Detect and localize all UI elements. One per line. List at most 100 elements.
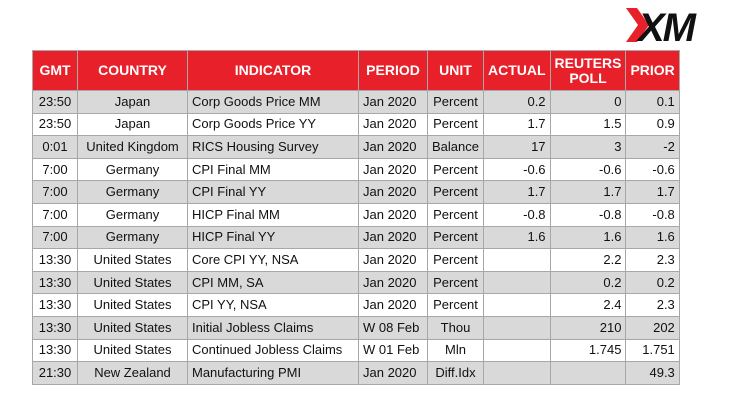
- logo-red-stripe: [626, 8, 649, 42]
- cell-unit: Balance: [427, 135, 484, 159]
- table-row: 13:30 United States Initial Jobless Claims…: [32, 315, 680, 340]
- table-row: 0:01 United Kingdom RICS Housing Survey Jan…: [32, 135, 680, 159]
- cell-gmt: 13:30: [32, 293, 78, 317]
- cell-reuters-poll: 1.6: [549, 225, 627, 250]
- cell-reuters-poll: 1.5: [549, 112, 627, 137]
- table-row: 13:30 United States Continued Jobless Clai…: [32, 338, 680, 363]
- table-row: 13:30 United States CPI YY, NSA Jan 2020 Per…: [32, 293, 680, 317]
- header-country: COUNTRY: [77, 50, 188, 91]
- cell-reuters-poll: 1.745: [549, 338, 627, 363]
- cell-gmt: 23:50: [32, 112, 78, 137]
- cell-indicator: Core CPI YY, NSA: [187, 248, 359, 272]
- cell-period: Jan 2020: [358, 361, 428, 385]
- cell-indicator: CPI Final MM: [187, 157, 359, 182]
- cell-indicator: RICS Housing Survey: [187, 135, 359, 159]
- table-row: 13:30 United States CPI MM, SA Jan 2020 Perc…: [32, 270, 680, 295]
- cell-actual: 0.2: [483, 90, 551, 114]
- cell-indicator: CPI YY, NSA: [187, 293, 359, 317]
- cell-period: Jan 2020: [358, 157, 428, 182]
- cell-actual: 1.7: [483, 112, 551, 137]
- cell-country: New Zealand: [77, 361, 188, 385]
- cell-prior: 0.2: [625, 270, 680, 295]
- cell-period: Jan 2020: [358, 112, 428, 137]
- cell-reuters-poll: 1.7: [549, 180, 627, 204]
- cell-reuters-poll: 2.2: [549, 248, 627, 272]
- cell-period: Jan 2020: [358, 248, 428, 272]
- cell-country: Japan: [77, 112, 188, 137]
- cell-country: United States: [77, 293, 188, 317]
- cell-actual: [483, 270, 551, 295]
- cell-gmt: 7:00: [32, 202, 78, 227]
- cell-gmt: 0:01: [32, 135, 78, 159]
- cell-reuters-poll: 3: [549, 135, 627, 159]
- cell-reuters-poll: 0: [549, 90, 627, 114]
- cell-prior: 49.3: [625, 361, 680, 385]
- cell-gmt: 7:00: [32, 225, 78, 250]
- cell-period: Jan 2020: [358, 225, 428, 250]
- header-prior: PRIOR: [625, 50, 680, 91]
- cell-unit: Diff.Idx: [427, 361, 484, 385]
- cell-period: Jan 2020: [358, 293, 428, 317]
- cell-gmt: 7:00: [32, 157, 78, 182]
- cell-period: Jan 2020: [358, 135, 428, 159]
- cell-reuters-poll: [549, 361, 627, 385]
- table-row: 23:50 Japan Corp Goods Price YY Jan 2020 Per…: [32, 112, 680, 137]
- cell-country: Germany: [77, 202, 188, 227]
- cell-unit: Percent: [427, 180, 484, 204]
- cell-country: United States: [77, 315, 188, 340]
- cell-prior: 0.9: [625, 112, 680, 137]
- cell-country: United States: [77, 270, 188, 295]
- table-row: 7:00 Germany CPI Final YY Jan 2020 Percent 1.…: [32, 180, 680, 204]
- cell-unit: Percent: [427, 157, 484, 182]
- logo-text: XM: [636, 6, 698, 46]
- cell-actual: 17: [483, 135, 551, 159]
- cell-reuters-poll: 210: [549, 315, 627, 340]
- cell-indicator: CPI MM, SA: [187, 270, 359, 295]
- cell-period: Jan 2020: [358, 270, 428, 295]
- cell-prior: 2.3: [625, 293, 680, 317]
- cell-prior: -0.6: [625, 157, 680, 182]
- header-reuters-poll: REUTERS POLL: [549, 50, 627, 91]
- header-actual: ACTUAL: [483, 50, 551, 91]
- cell-prior: -2: [625, 135, 680, 159]
- cell-country: Germany: [77, 157, 188, 182]
- cell-reuters-poll: -0.8: [549, 202, 627, 227]
- cell-unit: Percent: [427, 90, 484, 114]
- cell-gmt: 13:30: [32, 270, 78, 295]
- cell-indicator: HICP Final MM: [187, 202, 359, 227]
- cell-reuters-poll: 0.2: [549, 270, 627, 295]
- cell-period: Jan 2020: [358, 202, 428, 227]
- xm-logo: XM: [626, 6, 700, 46]
- cell-gmt: 7:00: [32, 180, 78, 204]
- header-gmt: GMT: [32, 50, 78, 91]
- cell-actual: -0.6: [483, 157, 551, 182]
- cell-unit: Percent: [427, 112, 484, 137]
- cell-prior: 1.7: [625, 180, 680, 204]
- cell-gmt: 23:50: [32, 90, 78, 114]
- cell-gmt: 13:30: [32, 248, 78, 272]
- cell-prior: -0.8: [625, 202, 680, 227]
- cell-country: United Kingdom: [77, 135, 188, 159]
- cell-period: Jan 2020: [358, 90, 428, 114]
- cell-indicator: Manufacturing PMI: [187, 361, 359, 385]
- cell-indicator: Continued Jobless Claims: [187, 338, 359, 363]
- cell-country: United States: [77, 248, 188, 272]
- cell-actual: [483, 293, 551, 317]
- table-row: 13:30 United States Core CPI YY, NSA Jan 20…: [32, 248, 680, 272]
- cell-period: W 01 Feb: [358, 338, 428, 363]
- cell-prior: 1.6: [625, 225, 680, 250]
- cell-unit: Mln: [427, 338, 484, 363]
- cell-actual: 1.6: [483, 225, 551, 250]
- cell-actual: 1.7: [483, 180, 551, 204]
- cell-actual: [483, 248, 551, 272]
- cell-prior: 1.751: [625, 338, 680, 363]
- cell-country: Japan: [77, 90, 188, 114]
- cell-gmt: 21:30: [32, 361, 78, 385]
- cell-gmt: 13:30: [32, 315, 78, 340]
- cell-actual: [483, 361, 551, 385]
- table-row: 7:00 Germany HICP Final MM Jan 2020 Percent -…: [32, 202, 680, 227]
- cell-unit: Thou: [427, 315, 484, 340]
- cell-indicator: HICP Final YY: [187, 225, 359, 250]
- cell-country: Germany: [77, 180, 188, 204]
- cell-indicator: Corp Goods Price MM: [187, 90, 359, 114]
